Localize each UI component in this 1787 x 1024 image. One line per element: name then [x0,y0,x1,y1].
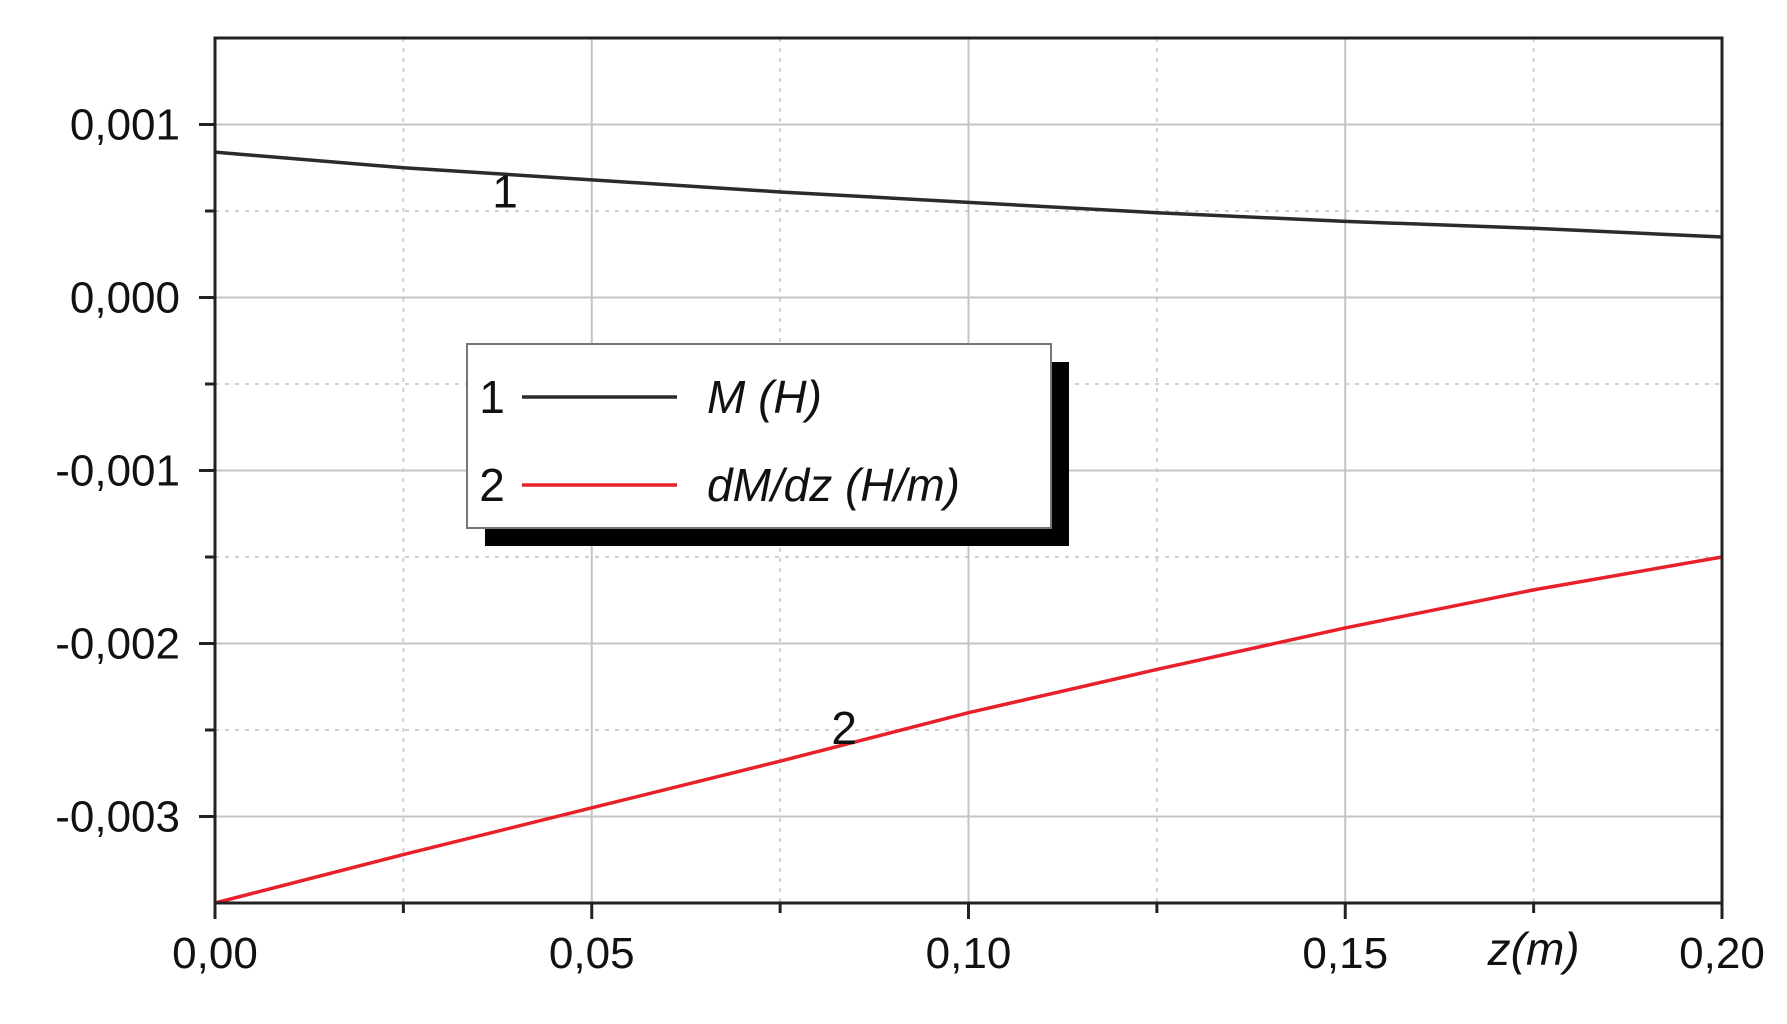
curve-label-1: 1 [492,166,518,218]
legend-label-2: dM/dz (H/m) [707,459,960,511]
series-line-2 [214,555,1723,905]
x-tick-label: 0,10 [926,929,1012,978]
series-layer [214,150,1723,905]
y-tick-label: -0,003 [55,793,180,842]
x-tick-label: 0,05 [549,929,635,978]
legend-number-1: 1 [479,371,505,423]
x-tick-label: 0,00 [172,929,258,978]
curve-labels: 12 [492,166,857,754]
legend: 1 M (H) 2 dM/dz (H/m) [466,343,1069,546]
x-tick-label: 0,20 [1679,929,1765,978]
tick-labels: 0,00 0,05 0,10 0,15 0,20 0,001 0,000 -0,001 -0,0… [55,101,1765,979]
x-axis-title: z(m) [1487,923,1580,975]
legend-items: 1 M (H) 2 dM/dz (H/m) [479,371,960,511]
x-tick-label: 0,15 [1302,929,1388,978]
series-line-1 [214,150,1723,239]
ticks [199,123,1724,919]
y-tick-label: -0,002 [55,620,180,669]
y-tick-label: -0,001 [55,447,180,496]
legend-number-2: 2 [479,459,505,511]
legend-box [466,343,1052,529]
legend-label-1: M (H) [707,371,822,423]
curve-label-2: 2 [831,702,857,754]
y-tick-label: 0,001 [70,101,180,150]
y-tick-label: 0,000 [70,274,180,323]
